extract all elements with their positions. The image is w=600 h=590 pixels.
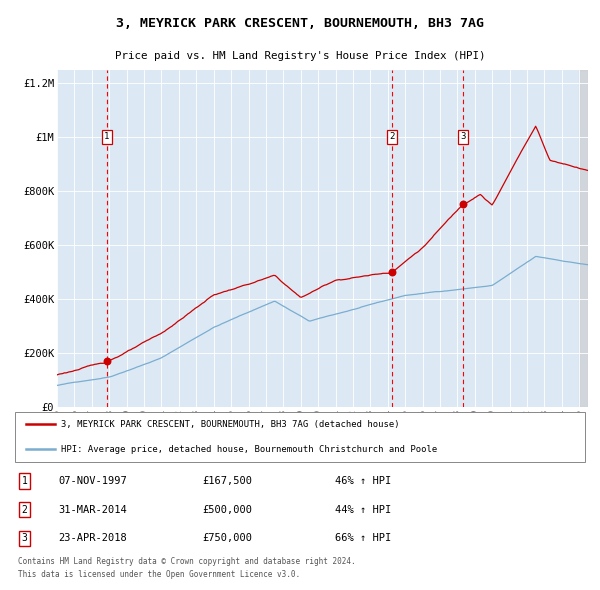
Text: £500,000: £500,000	[202, 505, 252, 514]
Text: 31-MAR-2014: 31-MAR-2014	[58, 505, 127, 514]
Text: 3, MEYRICK PARK CRESCENT, BOURNEMOUTH, BH3 7AG (detached house): 3, MEYRICK PARK CRESCENT, BOURNEMOUTH, B…	[61, 419, 400, 428]
Text: 2: 2	[389, 133, 395, 142]
Text: 3, MEYRICK PARK CRESCENT, BOURNEMOUTH, BH3 7AG: 3, MEYRICK PARK CRESCENT, BOURNEMOUTH, B…	[116, 17, 484, 30]
Text: 23-APR-2018: 23-APR-2018	[58, 533, 127, 543]
Point	[458, 199, 467, 209]
Text: 66% ↑ HPI: 66% ↑ HPI	[335, 533, 391, 543]
Bar	[579, 70, 588, 407]
Text: 3: 3	[22, 533, 28, 543]
Text: 2: 2	[22, 505, 28, 514]
Text: 44% ↑ HPI: 44% ↑ HPI	[335, 505, 391, 514]
FancyBboxPatch shape	[15, 412, 584, 461]
Text: Contains HM Land Registry data © Crown copyright and database right 2024.
This d: Contains HM Land Registry data © Crown c…	[18, 558, 355, 579]
Text: 46% ↑ HPI: 46% ↑ HPI	[335, 476, 391, 486]
Text: 1: 1	[104, 133, 109, 142]
Point	[102, 356, 112, 366]
Text: £750,000: £750,000	[202, 533, 252, 543]
Text: 3: 3	[460, 133, 466, 142]
Text: Price paid vs. HM Land Registry's House Price Index (HPI): Price paid vs. HM Land Registry's House …	[115, 51, 485, 61]
Text: 07-NOV-1997: 07-NOV-1997	[58, 476, 127, 486]
Text: £167,500: £167,500	[202, 476, 252, 486]
Point	[387, 267, 397, 277]
Text: HPI: Average price, detached house, Bournemouth Christchurch and Poole: HPI: Average price, detached house, Bour…	[61, 445, 437, 454]
Text: 1: 1	[22, 476, 28, 486]
